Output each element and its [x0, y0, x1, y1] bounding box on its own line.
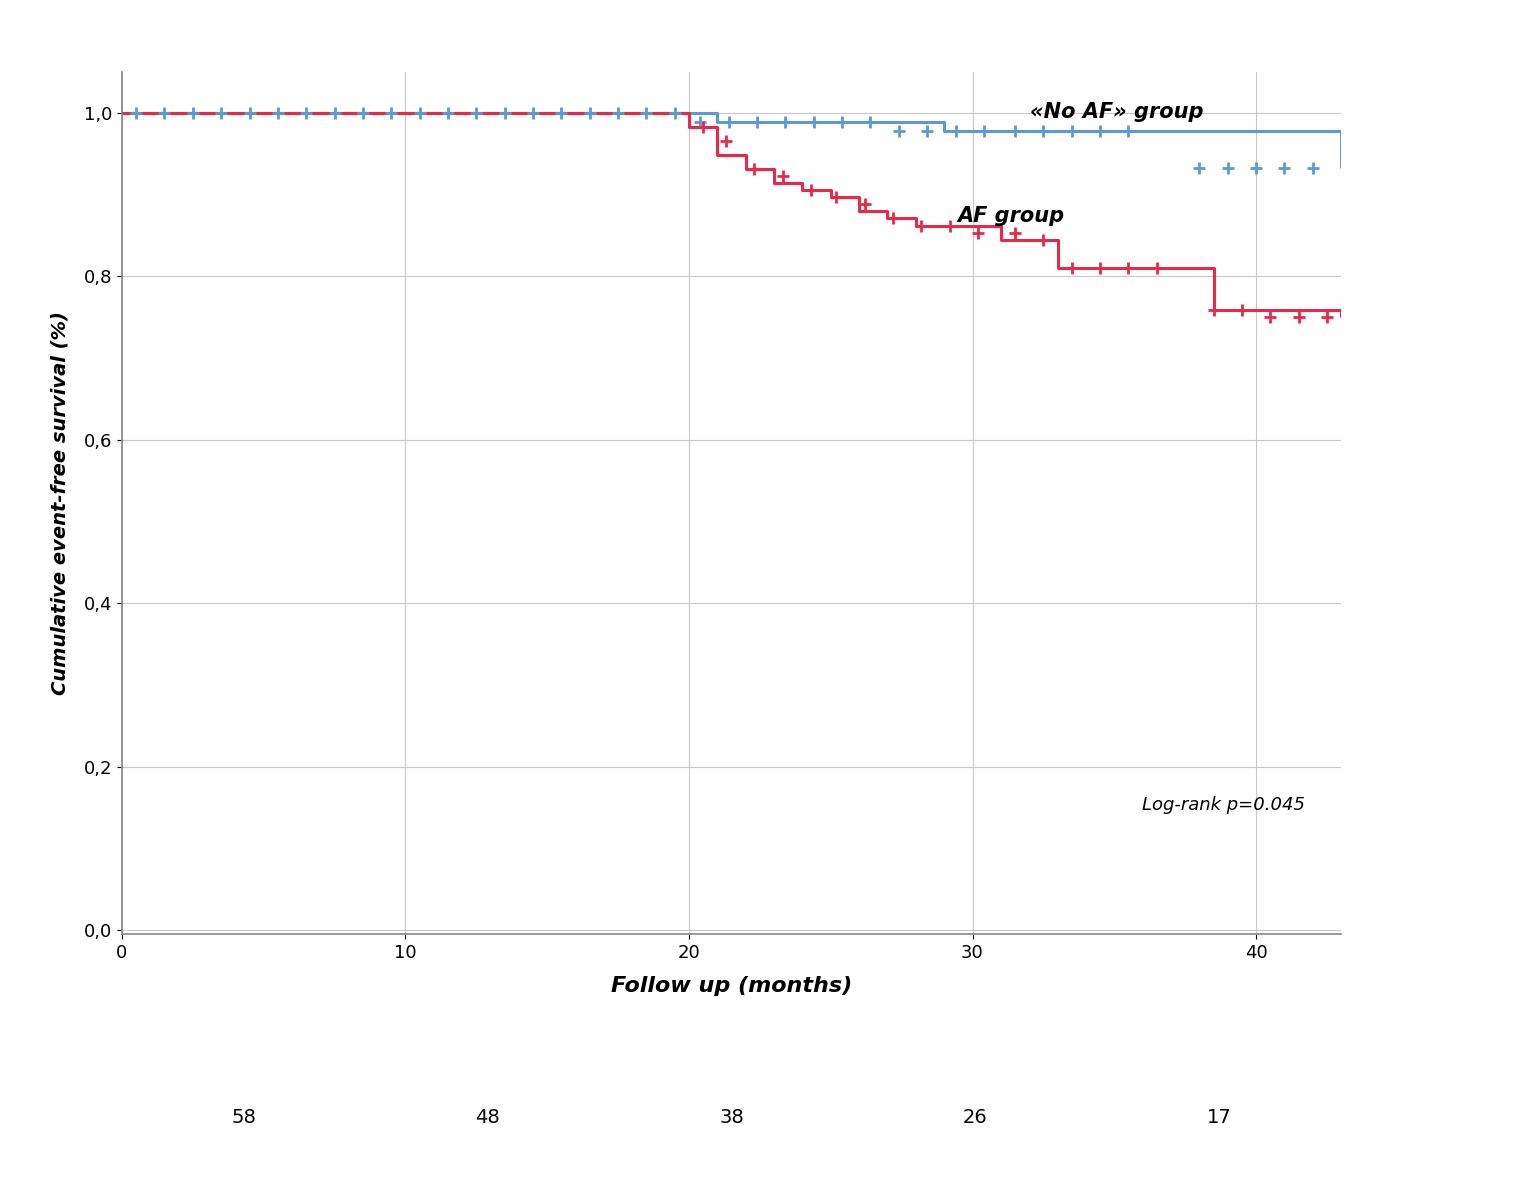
Text: Log-rank p=0.045: Log-rank p=0.045	[1141, 795, 1305, 813]
Text: 92: 92	[230, 1042, 258, 1060]
Text: 72: 72	[718, 1042, 745, 1060]
X-axis label: Follow up (months): Follow up (months)	[611, 976, 852, 996]
Text: 61: 61	[962, 1042, 989, 1060]
Text: 82: 82	[474, 1042, 501, 1060]
Text: «No AF» group: «No AF» group	[1030, 102, 1204, 122]
Text: 26: 26	[963, 1108, 988, 1126]
Text: 48: 48	[475, 1108, 500, 1126]
Text: 52: 52	[1205, 1042, 1233, 1060]
Text: 38: 38	[719, 1108, 744, 1126]
Text: 58: 58	[232, 1108, 256, 1126]
Y-axis label: Cumulative event-free survival (%): Cumulative event-free survival (%)	[50, 311, 70, 695]
Text: 17: 17	[1207, 1108, 1231, 1126]
Text: AF group: AF group	[957, 206, 1064, 225]
